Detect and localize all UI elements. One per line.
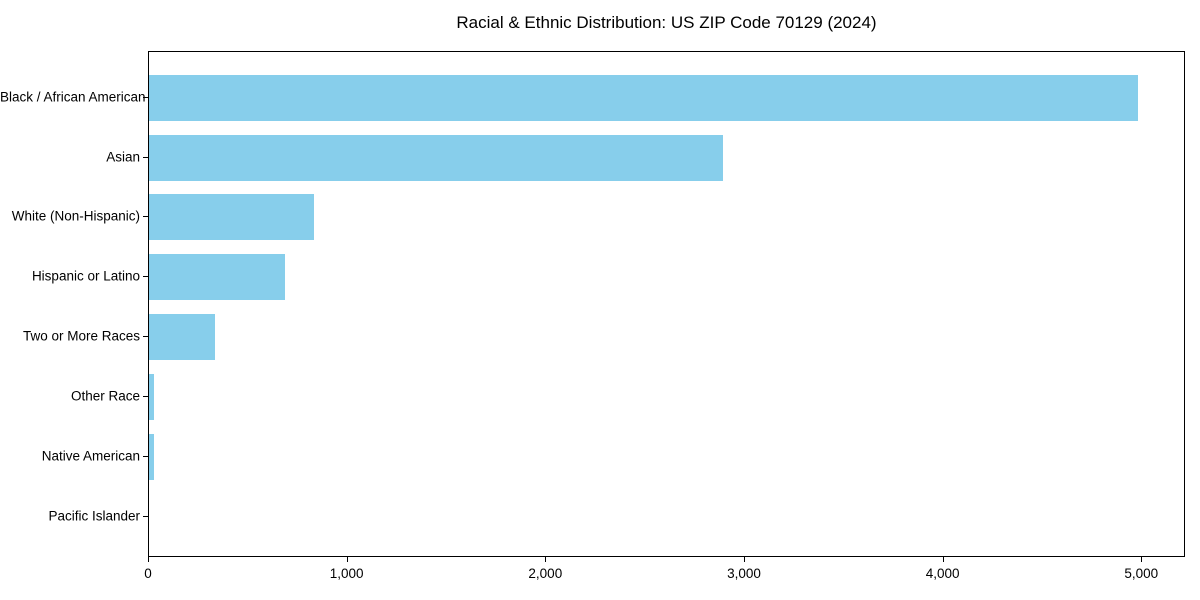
- x-axis-tick-label: 4,000: [925, 566, 960, 581]
- x-axis-tick-label: 0: [144, 566, 152, 581]
- x-axis-tick-label: 1,000: [329, 566, 364, 581]
- bar-black-african-american: [149, 74, 1139, 121]
- y-axis-label-hispanic-or-latino: Hispanic or Latino: [31, 268, 140, 284]
- bar-two-or-more-races: [149, 314, 215, 361]
- y-axis-tick: [143, 515, 148, 517]
- x-axis-tick-label: 5,000: [1124, 566, 1159, 581]
- bar-other-race: [149, 374, 154, 420]
- x-axis-tick: [148, 557, 149, 562]
- x-axis-tick-label: 2,000: [528, 566, 563, 581]
- y-axis-label-black-african-american: Black / African American: [0, 89, 146, 105]
- y-axis-tick: [143, 276, 148, 278]
- y-axis-label-two-or-more-races: Two or More Races: [22, 328, 140, 344]
- x-axis-tick: [545, 557, 547, 562]
- y-axis-label-native-american: Native American: [41, 448, 140, 464]
- x-axis-tick: [346, 557, 348, 562]
- y-axis-tick: [143, 396, 148, 397]
- bar-asian: [149, 134, 724, 181]
- x-axis-tick: [1141, 557, 1143, 562]
- y-axis-label-asian: Asian: [106, 149, 140, 165]
- y-axis-label-white-non-hispanic: White (Non-Hispanic): [11, 208, 140, 224]
- x-axis-tick: [942, 557, 944, 562]
- y-axis-tick: [143, 336, 148, 338]
- y-axis-tick: [143, 96, 148, 98]
- plot-area: [148, 51, 1185, 557]
- x-axis-tick: [743, 557, 745, 562]
- y-axis-label-pacific-islander: Pacific Islander: [48, 508, 140, 524]
- bar-native-american: [149, 433, 154, 480]
- x-axis-tick-label: 3,000: [727, 566, 761, 581]
- y-axis-label-other-race: Other Race: [70, 388, 140, 404]
- y-axis-tick: [143, 455, 148, 457]
- chart-title: Racial & Ethnic Distribution: US ZIP Cod…: [456, 13, 877, 32]
- bar-hispanic-or-latino: [149, 254, 286, 301]
- y-axis-tick: [143, 156, 148, 158]
- y-axis-tick: [143, 216, 148, 218]
- bar-white-non-hispanic: [149, 194, 314, 241]
